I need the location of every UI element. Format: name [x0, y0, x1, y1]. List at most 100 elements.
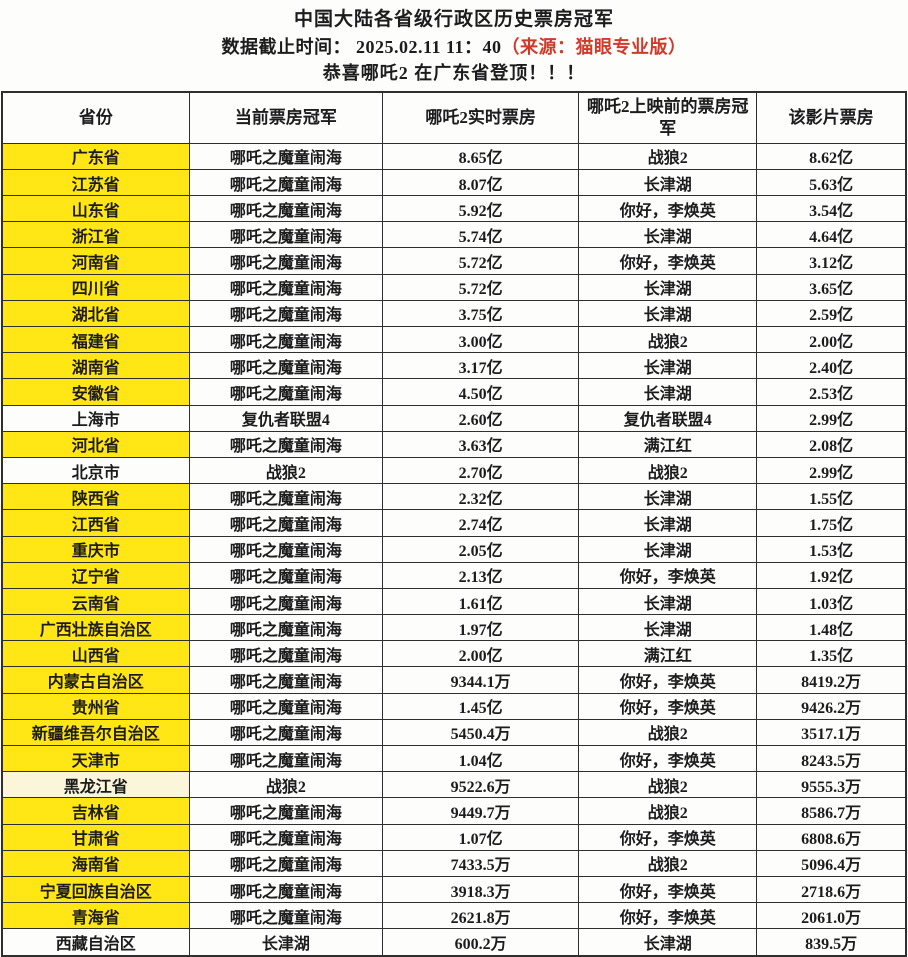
current-champion-cell: 战狼2	[188, 456, 384, 485]
province-cell: 江西省	[1, 509, 190, 537]
province-cell: 陕西省	[1, 483, 190, 511]
pre-champion-cell: 长津湖	[578, 483, 758, 511]
pre-champion-cell: 战狼2	[578, 456, 758, 485]
pre-box-cell: 1.03亿	[756, 587, 907, 616]
current-champion-cell: 哪吒之魔童闹海	[188, 640, 384, 668]
table-row: 广东省 哪吒之魔童闹海 8.65亿 战狼2 8.62亿	[1, 142, 907, 170]
header-pre-box: 该影片票房	[756, 91, 907, 144]
current-champion-cell: 哪吒之魔童闹海	[188, 326, 384, 354]
pre-box-cell: 3.54亿	[756, 195, 907, 223]
table-row: 广西壮族自治区 哪吒之魔童闹海 1.97亿 长津湖 1.48亿	[1, 614, 907, 642]
pre-champion-cell: 你好，李焕英	[578, 247, 758, 275]
pre-box-cell: 1.55亿	[756, 483, 907, 511]
current-champion-cell: 哪吒之魔童闹海	[188, 168, 384, 197]
nezha2-box-cell: 3.63亿	[382, 430, 580, 458]
table-row: 黑龙江省 战狼2 9522.6万 战狼2 9555.3万	[1, 771, 907, 799]
table-row: 天津市 哪吒之魔童闹海 1.04亿 你好，李焕英 8243.5万	[1, 745, 907, 773]
pre-champion-cell: 长津湖	[578, 587, 758, 616]
table-row: 江西省 哪吒之魔童闹海 2.74亿 长津湖 1.75亿	[1, 509, 907, 537]
pre-champion-cell: 满江红	[578, 640, 758, 668]
current-champion-cell: 哪吒之魔童闹海	[188, 745, 384, 773]
pre-box-cell: 8.62亿	[756, 142, 907, 170]
title-block: 中国大陆各省级行政区历史票房冠军 数据截止时间： 2025.02.11 11：4…	[0, 0, 908, 86]
table-row: 辽宁省 哪吒之魔童闹海 2.13亿 你好，李焕英 1.92亿	[1, 561, 907, 589]
province-cell: 湖北省	[1, 299, 190, 328]
pre-box-cell: 1.75亿	[756, 509, 907, 537]
province-cell: 福建省	[1, 326, 190, 354]
current-champion-cell: 哪吒之魔童闹海	[188, 614, 384, 642]
table-row: 贵州省 哪吒之魔童闹海 1.45亿 你好，李焕英 9426.2万	[1, 692, 907, 720]
pre-box-cell: 839.5万	[756, 928, 907, 957]
province-cell: 河南省	[1, 247, 190, 275]
pre-box-cell: 2.00亿	[756, 326, 907, 354]
pre-champion-cell: 战狼2	[578, 142, 758, 170]
pre-box-cell: 9555.3万	[756, 771, 907, 799]
province-cell: 黑龙江省	[1, 771, 190, 799]
nezha2-box-cell: 5.74亿	[382, 221, 580, 249]
pre-champion-cell: 战狼2	[578, 718, 758, 747]
pre-champion-cell: 长津湖	[578, 299, 758, 328]
pre-champion-cell: 长津湖	[578, 535, 758, 563]
pre-box-cell: 2061.0万	[756, 902, 907, 930]
current-champion-cell: 哪吒之魔童闹海	[188, 195, 384, 223]
nezha2-box-cell: 8.07亿	[382, 168, 580, 197]
nezha2-box-cell: 2.05亿	[382, 535, 580, 563]
table-body: 广东省 哪吒之魔童闹海 8.65亿 战狼2 8.62亿 江苏省 哪吒之魔童闹海 8.07亿 长津…	[1, 142, 907, 957]
table-row: 浙江省 哪吒之魔童闹海 5.74亿 长津湖 4.64亿	[1, 221, 907, 249]
header-province: 省份	[1, 91, 190, 144]
table-row: 上海市 复仇者联盟4 2.60亿 复仇者联盟4 2.99亿	[1, 404, 907, 432]
table-row: 西藏自治区 长津湖 600.2万 长津湖 839.5万	[1, 928, 907, 957]
header-current-champion: 当前票房冠军	[188, 91, 384, 144]
pre-box-cell: 6808.6万	[756, 823, 907, 851]
nezha2-box-cell: 5450.4万	[382, 718, 580, 747]
province-cell: 新疆维吾尔自治区	[1, 718, 190, 747]
current-champion-cell: 哪吒之魔童闹海	[188, 718, 384, 747]
current-champion-cell: 哪吒之魔童闹海	[188, 849, 384, 877]
table-row: 重庆市 哪吒之魔童闹海 2.05亿 长津湖 1.53亿	[1, 535, 907, 563]
current-champion-cell: 哪吒之魔童闹海	[188, 561, 384, 589]
pre-champion-cell: 你好，李焕英	[578, 195, 758, 223]
pre-box-cell: 1.53亿	[756, 535, 907, 563]
current-champion-cell: 长津湖	[188, 928, 384, 957]
nezha2-box-cell: 3918.3万	[382, 875, 580, 904]
nezha2-box-cell: 600.2万	[382, 928, 580, 957]
province-cell: 天津市	[1, 745, 190, 773]
province-cell: 北京市	[1, 456, 190, 485]
nezha2-box-cell: 1.45亿	[382, 692, 580, 720]
pre-box-cell: 3.65亿	[756, 273, 907, 301]
nezha2-box-cell: 9344.1万	[382, 666, 580, 694]
nezha2-box-cell: 9522.6万	[382, 771, 580, 799]
pre-box-cell: 5.63亿	[756, 168, 907, 197]
nezha2-box-cell: 2.60亿	[382, 404, 580, 432]
pre-box-cell: 8419.2万	[756, 666, 907, 694]
announcement: 恭喜哪吒2 在广东省登顶！！！	[322, 62, 586, 83]
table-row: 云南省 哪吒之魔童闹海 1.61亿 长津湖 1.03亿	[1, 587, 907, 616]
pre-champion-cell: 长津湖	[578, 614, 758, 642]
table-row: 江苏省 哪吒之魔童闹海 8.07亿 长津湖 5.63亿	[1, 168, 907, 197]
pre-box-cell: 1.35亿	[756, 640, 907, 668]
pre-box-cell: 2.99亿	[756, 456, 907, 485]
province-cell: 青海省	[1, 902, 190, 930]
province-cell: 河北省	[1, 430, 190, 458]
pre-box-cell: 3517.1万	[756, 718, 907, 747]
table-row: 河北省 哪吒之魔童闹海 3.63亿 满江红 2.08亿	[1, 430, 907, 458]
pre-champion-cell: 战狼2	[578, 849, 758, 877]
pre-champion-cell: 战狼2	[578, 771, 758, 799]
nezha2-box-cell: 2.00亿	[382, 640, 580, 668]
province-cell: 湖南省	[1, 352, 190, 380]
nezha2-box-cell: 2621.8万	[382, 902, 580, 930]
table-row: 山西省 哪吒之魔童闹海 2.00亿 满江红 1.35亿	[1, 640, 907, 668]
pre-box-cell: 2.40亿	[756, 352, 907, 380]
pre-box-cell: 8586.7万	[756, 797, 907, 825]
table-row: 山东省 哪吒之魔童闹海 5.92亿 你好，李焕英 3.54亿	[1, 195, 907, 223]
header-row: 省份 当前票房冠军 哪吒2实时票房 哪吒2上映前的票房冠军 该影片票房	[1, 91, 907, 144]
province-cell: 上海市	[1, 404, 190, 432]
pre-box-cell: 5096.4万	[756, 849, 907, 877]
table-row: 青海省 哪吒之魔童闹海 2621.8万 你好，李焕英 2061.0万	[1, 902, 907, 930]
province-cell: 甘肃省	[1, 823, 190, 851]
current-champion-cell: 哪吒之魔童闹海	[188, 509, 384, 537]
province-cell: 吉林省	[1, 797, 190, 825]
pre-box-cell: 4.64亿	[756, 221, 907, 249]
pre-box-cell: 8243.5万	[756, 745, 907, 773]
nezha2-box-cell: 2.32亿	[382, 483, 580, 511]
